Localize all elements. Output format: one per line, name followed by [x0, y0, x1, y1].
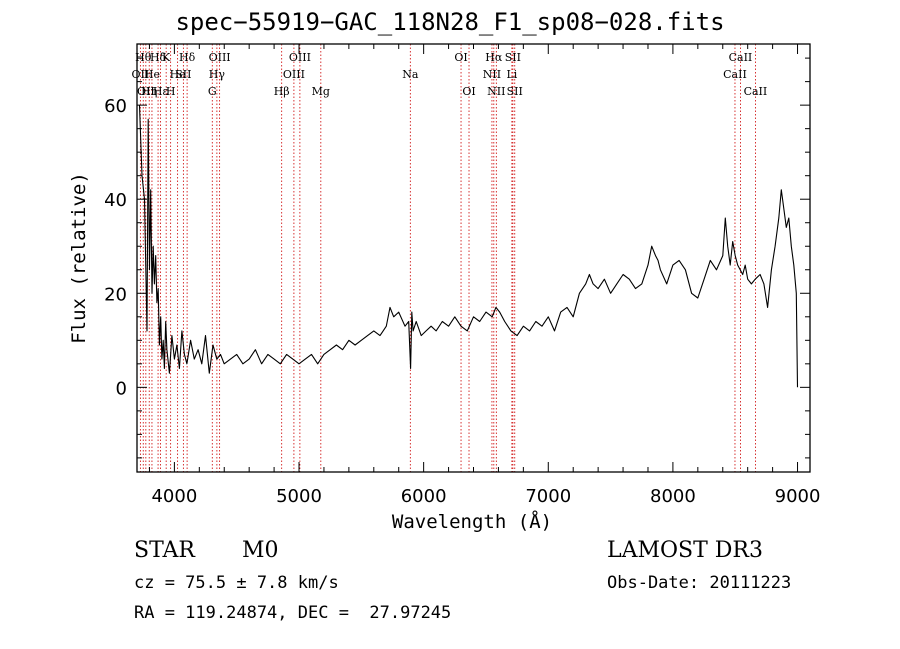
y-tick-label-20: 20 — [104, 284, 127, 305]
x-tick-label-4000: 4000 — [151, 486, 197, 507]
object-class: STAR — [134, 538, 195, 563]
x-axis-label: Wavelength (Å) — [392, 510, 552, 533]
line-label-4959: OIII — [283, 68, 305, 81]
line-label-6563: Hα — [485, 51, 503, 64]
line-label-3889: Hε — [153, 85, 169, 98]
line-label-3727: OII — [132, 68, 150, 81]
line-label-6548: NII — [483, 68, 501, 81]
x-tick-label-9000: 9000 — [775, 486, 821, 507]
line-label-3820: He — [144, 68, 160, 81]
line-label-3934: K — [162, 51, 171, 64]
line-label-3869: Hδ — [150, 51, 167, 64]
line-label-6300: OI — [454, 51, 467, 64]
line-label-4304: G — [208, 85, 217, 98]
axes: 4000 5000 6000 7000 8000 9000 0 20 40 60 — [104, 44, 820, 507]
line-label-8498: CaII — [723, 68, 747, 81]
line-label-3970: H — [166, 85, 176, 98]
plot-frame — [136, 43, 811, 473]
line-label-6731: SII — [507, 85, 523, 98]
emission-line-labels: OIIHθOIIHηHeHδHεKHHeSIIHδGHγOIIIHβOIIIOI… — [132, 51, 768, 98]
y-tick-label-0: 0 — [116, 378, 127, 399]
line-label-4102: Hδ — [179, 51, 196, 64]
redshift-text: cz = 75.5 ± 7.8 km/s — [134, 573, 339, 593]
line-label-6708: Li — [506, 68, 517, 81]
line-label-4363: OIII — [209, 51, 231, 64]
x-tick-label-5000: 5000 — [276, 486, 322, 507]
line-label-6583: NII — [487, 85, 505, 98]
x-tick-label-7000: 7000 — [525, 486, 571, 507]
emission-line-markers — [139, 44, 756, 472]
line-label-4072: SII — [175, 68, 191, 81]
line-label-5007: OIII — [289, 51, 311, 64]
line-label-4026: He — [170, 68, 186, 81]
spectrum-series — [138, 105, 799, 388]
x-tick-label-6000: 6000 — [401, 486, 447, 507]
line-label-8542: CaII — [729, 51, 753, 64]
line-label-4861: Hβ — [274, 85, 290, 98]
line-label-5175: Mg — [312, 85, 330, 98]
y-axis-label: Flux (relative) — [68, 172, 90, 344]
chart-title: spec−55919−GAC_118N28_F1_sp08−028.fits — [175, 8, 725, 36]
line-label-3798: Hη — [141, 85, 157, 98]
observation-date: Obs-Date: 20111223 — [607, 573, 792, 593]
spectrum-line — [138, 105, 799, 388]
line-label-3750: Hθ — [135, 51, 152, 64]
line-label-4341: Hγ — [209, 68, 226, 81]
object-subclass: M0 — [242, 538, 279, 563]
line-label-8662: CaII — [744, 85, 768, 98]
coordinates-text: RA = 119.24874, DEC = 27.97245 — [134, 603, 452, 623]
x-tick-label-8000: 8000 — [650, 486, 696, 507]
line-label-6364: OI — [462, 85, 475, 98]
line-label-5893: Na — [402, 68, 419, 81]
y-tick-label-60: 60 — [104, 96, 127, 117]
survey-name: LAMOST DR3 — [607, 538, 763, 563]
y-tick-label-40: 40 — [104, 190, 127, 211]
line-label-3771: OII — [137, 85, 155, 98]
line-label-6716: SII — [505, 51, 521, 64]
